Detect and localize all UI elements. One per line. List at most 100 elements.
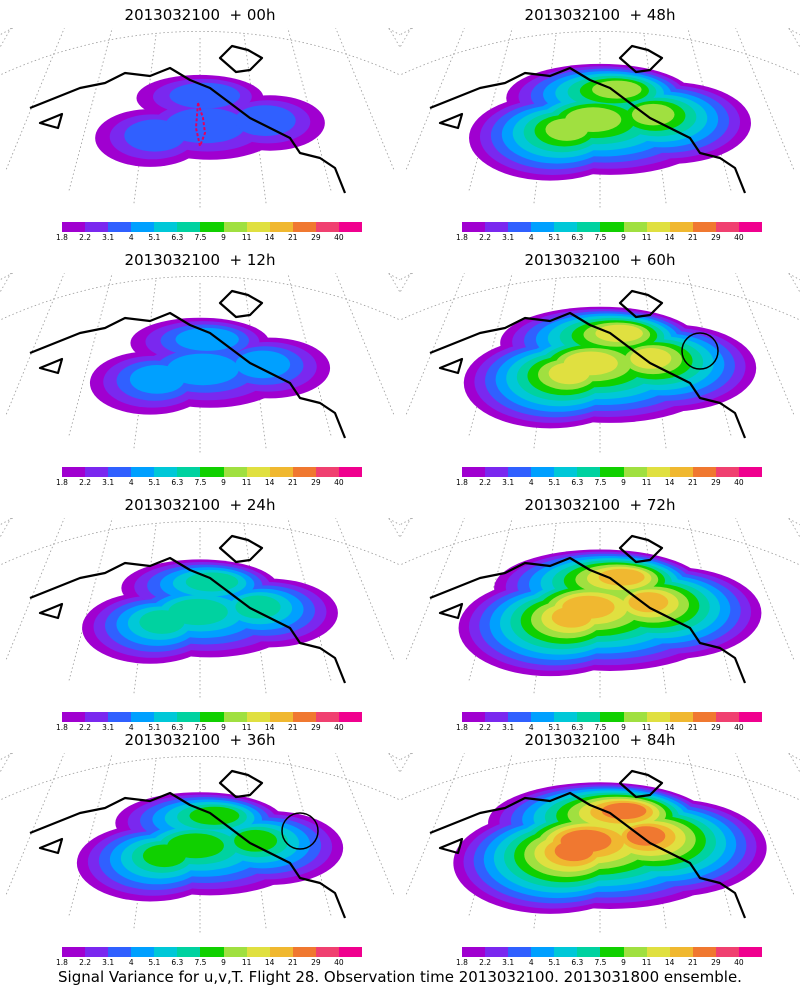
variance-map (0, 28, 400, 208)
colorbar-tick-label: 40 (734, 233, 744, 242)
colorbar-swatch (246, 467, 271, 477)
colorbar-tick-label: 40 (334, 478, 344, 487)
variance-map (400, 28, 800, 208)
colorbar-tick-label: 9 (621, 958, 626, 967)
colorbar-swatch (338, 222, 363, 232)
colorbar-tick-label: 21 (687, 958, 698, 967)
colorbar-swatch (692, 947, 717, 957)
colorbar-tick-label: 1.8 (456, 723, 468, 732)
colorbar-tick-label: 3.1 (502, 478, 515, 487)
colorbar-tick-label: 9 (221, 958, 226, 967)
colorbar (62, 712, 363, 722)
colorbar-tick-label: 7.5 (194, 958, 207, 967)
colorbar-tick-label: 6.3 (171, 478, 184, 487)
colorbar-tick-label: 21 (687, 233, 698, 242)
colorbar-swatch (177, 712, 201, 722)
colorbar-swatch (623, 467, 648, 477)
panel-title: 2013032100 + 00h (124, 6, 276, 24)
colorbar-tick-label: 3.1 (502, 723, 515, 732)
colorbar-tick-label: 11 (641, 958, 652, 967)
colorbar-tick-label: 1.8 (456, 958, 468, 967)
colorbar-swatch (692, 222, 717, 232)
colorbar-tick-label: 6.3 (171, 233, 184, 242)
colorbar-tick-label: 21 (287, 958, 298, 967)
colorbar (462, 222, 763, 232)
colorbar-tick-label: 6.3 (571, 478, 584, 487)
colorbar-tick-label: 14 (664, 233, 675, 242)
colorbar-tick-label: 2.2 (479, 478, 492, 487)
colorbar-tick-label: 14 (264, 233, 275, 242)
colorbar-tick-label: 4 (128, 723, 134, 732)
colorbar-tick-label: 4 (528, 958, 534, 967)
colorbar-swatch (738, 712, 763, 722)
colorbar-tick-label: 11 (241, 233, 252, 242)
colorbar-swatch (577, 467, 601, 477)
colorbar-swatch (200, 222, 225, 232)
colorbar-tick-label: 2.2 (79, 233, 92, 242)
colorbar-swatch (577, 947, 601, 957)
colorbar-tick-label: 5.1 (548, 478, 561, 487)
colorbar-swatch (223, 467, 248, 477)
colorbar-swatch (715, 947, 740, 957)
colorbar-tick-label: 1.8 (56, 233, 68, 242)
colorbar-tick-label: 5.1 (548, 723, 561, 732)
colorbar-swatch (508, 712, 532, 722)
colorbar-swatch (108, 467, 132, 477)
colorbar-tick-label: 7.5 (594, 723, 607, 732)
colorbar-swatch (108, 222, 132, 232)
colorbar-swatch (154, 222, 178, 232)
colorbar-swatch (508, 947, 532, 957)
colorbar-tick-label: 14 (264, 478, 275, 487)
colorbar-swatch (154, 947, 178, 957)
colorbar (462, 467, 763, 477)
colorbar-swatch (85, 947, 109, 957)
colorbar-tick-label: 14 (264, 723, 275, 732)
colorbar-swatch (554, 947, 578, 957)
colorbar-swatch (577, 222, 601, 232)
colorbar-swatch (462, 947, 486, 957)
colorbar-tick-label: 29 (311, 233, 321, 242)
colorbar-tick-label: 21 (687, 478, 698, 487)
colorbar-swatch (85, 712, 109, 722)
colorbar-tick-label: 7.5 (594, 233, 607, 242)
colorbar-swatch (531, 712, 555, 722)
colorbar-swatch (715, 222, 740, 232)
panel-title: 2013032100 + 12h (124, 251, 276, 269)
colorbar-tick-label: 2.2 (479, 958, 492, 967)
colorbar-tick-label: 6.3 (171, 958, 184, 967)
colorbar-swatch (269, 712, 294, 722)
colorbar-swatch (177, 467, 201, 477)
colorbar-tick-label: 5.1 (148, 478, 161, 487)
colorbar-tick-label: 1.8 (456, 478, 468, 487)
colorbar-tick-label: 29 (711, 723, 721, 732)
colorbar-swatch (269, 947, 294, 957)
colorbar-swatch (62, 222, 86, 232)
colorbar-swatch (600, 947, 625, 957)
colorbar-swatch (246, 947, 271, 957)
colorbar-tick-label: 21 (287, 478, 298, 487)
colorbar-swatch (200, 947, 225, 957)
colorbar-swatch (108, 947, 132, 957)
colorbar-swatch (62, 712, 86, 722)
colorbar-tick-label: 11 (241, 958, 252, 967)
colorbar-swatch (108, 712, 132, 722)
colorbar-tick-label: 29 (711, 233, 721, 242)
colorbar-swatch (646, 467, 671, 477)
colorbar-swatch (223, 947, 248, 957)
colorbar-swatch (177, 222, 201, 232)
colorbar-tick-label: 3.1 (502, 958, 515, 967)
colorbar-tick-label: 3.1 (102, 723, 115, 732)
colorbar-swatch (692, 467, 717, 477)
colorbar-tick-label: 11 (641, 233, 652, 242)
colorbar-tick-label: 4 (128, 233, 134, 242)
colorbar-tick-label: 5.1 (548, 958, 561, 967)
colorbar-swatch (292, 947, 317, 957)
colorbar-tick-label: 29 (711, 958, 721, 967)
colorbar-tick-label: 4 (128, 478, 134, 487)
colorbar-swatch (485, 222, 509, 232)
colorbar-swatch (62, 467, 86, 477)
colorbar-tick-label: 21 (287, 723, 298, 732)
panel-60h: 2013032100 + 60h 1.8 2.2 3.1 4 5.1 6.3 7.5 9 11 1… (400, 245, 800, 490)
colorbar (462, 947, 763, 957)
colorbar-swatch (554, 222, 578, 232)
